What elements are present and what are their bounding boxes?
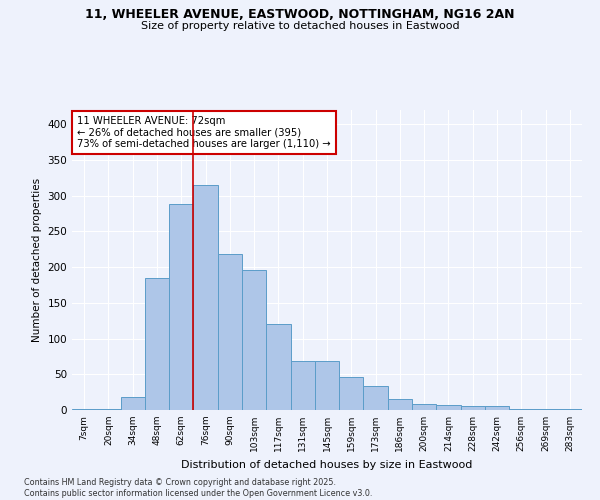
Bar [242,270,266,410]
Bar [485,406,509,410]
Bar [533,408,558,410]
Text: 11, WHEELER AVENUE, EASTWOOD, NOTTINGHAM, NG16 2AN: 11, WHEELER AVENUE, EASTWOOD, NOTTINGHAM… [85,8,515,20]
Bar [290,360,315,410]
Text: Size of property relative to detached houses in Eastwood: Size of property relative to detached ho… [140,21,460,31]
Bar [364,386,388,410]
Text: Contains HM Land Registry data © Crown copyright and database right 2025.
Contai: Contains HM Land Registry data © Crown c… [24,478,373,498]
Bar [193,185,218,410]
Bar [169,204,193,410]
Bar [436,405,461,410]
Bar [218,254,242,410]
Bar [266,324,290,410]
Bar [509,408,533,410]
Bar [558,408,582,410]
Bar [461,406,485,410]
Bar [339,377,364,410]
Bar [388,400,412,410]
Bar [121,397,145,410]
Bar [412,404,436,410]
Y-axis label: Number of detached properties: Number of detached properties [32,178,42,342]
X-axis label: Distribution of detached houses by size in Eastwood: Distribution of detached houses by size … [181,460,473,469]
Bar [145,278,169,410]
Bar [72,408,96,410]
Bar [96,408,121,410]
Bar [315,360,339,410]
Text: 11 WHEELER AVENUE: 72sqm
← 26% of detached houses are smaller (395)
73% of semi-: 11 WHEELER AVENUE: 72sqm ← 26% of detach… [77,116,331,149]
